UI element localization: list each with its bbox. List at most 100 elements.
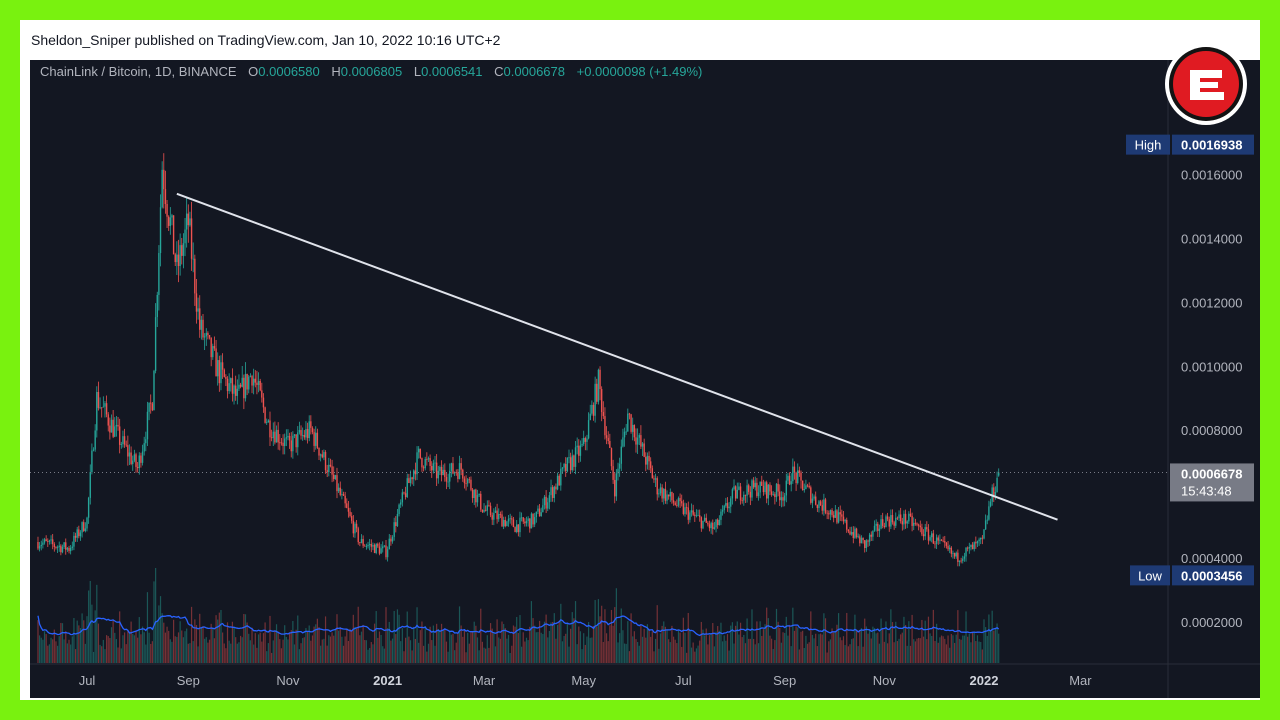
candle-up (228, 383, 230, 392)
volume-bar-up (854, 614, 856, 663)
candle-down (734, 486, 737, 499)
candle-down (390, 538, 392, 542)
high-badge-label-bg (1126, 134, 1170, 155)
volume-bar-down (373, 623, 376, 663)
candle-down (243, 377, 245, 399)
open-value: 0.0006580 (258, 64, 320, 79)
volume-bar-down (901, 632, 903, 663)
volume-bar-up (145, 644, 147, 663)
candle-down (839, 512, 841, 515)
volume-bar-down (123, 632, 126, 663)
volume-bar-up (427, 643, 430, 663)
volume-bar-down (78, 625, 80, 663)
volume-bar-up (787, 635, 789, 663)
volume-bar-up (503, 624, 505, 663)
candle-up (40, 544, 42, 547)
candle-up (169, 217, 172, 226)
volume-bar-down (826, 652, 828, 663)
candle-up (561, 467, 564, 469)
volume-bar-up (939, 637, 941, 663)
candle-down (605, 435, 608, 438)
candle-up (535, 511, 538, 518)
volume-bar-up (721, 641, 724, 663)
volume-bar-up (315, 624, 317, 663)
candle-down (960, 560, 962, 562)
volume-bar-down (756, 621, 758, 663)
volume-bar-down (119, 611, 121, 663)
volume-bar-up (133, 635, 135, 663)
volume-bar-up (509, 652, 511, 663)
volume-bar-up (540, 632, 542, 663)
volume-bar-up (895, 621, 897, 663)
volume-bar-up (530, 601, 533, 663)
volume-bar-down (960, 639, 962, 663)
volume-bar-down (419, 630, 421, 663)
candle-up (579, 445, 582, 456)
candle-up (963, 556, 966, 559)
volume-bar-up (669, 642, 671, 663)
volume-bar-up (754, 644, 756, 663)
candle-up (494, 510, 497, 513)
volume-bar-down (264, 622, 266, 663)
volume-bar-down (766, 607, 768, 663)
candle-up (76, 529, 78, 538)
volume-bar-down (112, 619, 114, 663)
candle-up (205, 332, 207, 337)
candle-down (971, 544, 974, 550)
volume-bar-up (929, 633, 931, 663)
volume-bar-up (285, 636, 287, 663)
candle-down (429, 458, 431, 467)
volume-bar-up (521, 646, 523, 663)
candle-down (117, 424, 119, 427)
volume-bar-down (351, 630, 353, 663)
volume-bar-up (367, 649, 369, 663)
candle-down (679, 498, 681, 502)
volume-bar-up (238, 642, 240, 663)
candle-down (749, 491, 752, 498)
volume-bar-down (820, 633, 822, 663)
volume-bar-down (953, 642, 956, 663)
volume-bar-down (694, 651, 696, 663)
volume-bar-up (454, 650, 456, 663)
volume-bar-down (782, 632, 784, 663)
volume-bar-down (630, 613, 632, 663)
candle-down (259, 380, 261, 391)
candle-up (837, 512, 840, 523)
volume-bar-down (774, 640, 776, 663)
volume-bar-down (463, 629, 466, 663)
candle-up (220, 362, 222, 384)
candle-up (955, 552, 957, 557)
candle-down (922, 534, 925, 537)
candle-down (705, 517, 707, 523)
volume-bar-down (164, 632, 167, 663)
volume-bar-up (837, 613, 840, 663)
candle-down (300, 430, 302, 436)
candle-up (398, 504, 400, 515)
volume-bar-down (208, 639, 211, 663)
candle-up (319, 454, 322, 456)
volume-bar-up (155, 568, 157, 663)
volume-bar-down (395, 634, 397, 663)
candle-down (687, 507, 689, 520)
volume-bar-up (625, 643, 627, 663)
symbol-label[interactable]: ChainLink / Bitcoin, 1D, BINANCE (40, 64, 237, 79)
y-tick-label: 0.0012000 (1181, 295, 1242, 310)
candle-up (743, 494, 745, 501)
low-label: L (413, 64, 422, 79)
candle-up (437, 470, 439, 479)
volume-bar-up (92, 651, 95, 663)
candle-up (746, 485, 748, 496)
volume-bar-down (661, 625, 663, 663)
candle-down (671, 492, 673, 501)
candle-up (586, 438, 588, 442)
volume-bar-up (476, 637, 479, 663)
candle-up (623, 431, 626, 438)
candle-up (695, 515, 698, 517)
volume-bar-up (983, 619, 985, 663)
candle-up (393, 522, 395, 537)
candle-up (73, 535, 75, 547)
volume-bar-up (998, 633, 1000, 663)
volume-bar-down (357, 606, 359, 663)
chart-pane[interactable] (30, 60, 1260, 698)
